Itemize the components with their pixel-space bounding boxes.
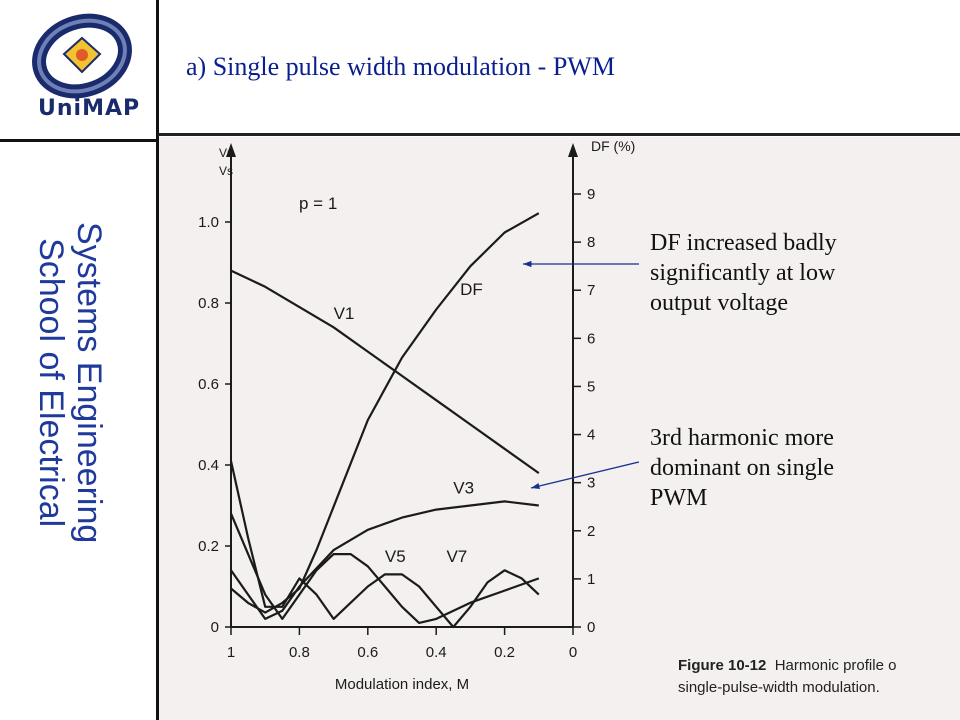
- series-line-v7: [229, 460, 540, 629]
- harmonic-annotation-arrow-head-icon: [531, 483, 540, 490]
- series-line-v1: [230, 269, 540, 474]
- harmonic-annotation-line: 3rd harmonic more: [650, 425, 834, 451]
- sidebar-border: [156, 0, 159, 720]
- title-underline: [158, 133, 960, 136]
- logo-text: UniMAP: [38, 96, 141, 121]
- left-axis-arrow-icon: [226, 143, 236, 157]
- harmonic-annotation-line: dominant on single: [650, 455, 834, 481]
- x-tick-label: 0.6: [357, 644, 378, 661]
- unimap-logo-icon: [32, 13, 132, 99]
- left-axis-title: Vn: [219, 146, 234, 160]
- df-annotation: DF increased badly significantly at low …: [650, 228, 837, 318]
- harmonic-annotation-arrow: [530, 461, 640, 489]
- right-tick-label: 1: [587, 571, 595, 588]
- x-tick-label: 0: [569, 644, 577, 661]
- right-tick-label: 2: [587, 523, 595, 540]
- chart-series: [229, 212, 540, 629]
- df-annotation-line: DF increased badly: [650, 230, 837, 256]
- right-tick-label: 4: [587, 427, 595, 444]
- caption-text-2: single-pulse-width modulation.: [678, 679, 880, 696]
- harmonic-annotation-line: PWM: [650, 485, 708, 511]
- df-annotation-line: output voltage: [650, 290, 788, 316]
- harmonic-annotation: 3rd harmonic more dominant on single PWM: [650, 423, 834, 513]
- left-tick-label: 1.0: [198, 214, 219, 231]
- df-annotation-line: significantly at low: [650, 260, 836, 286]
- series-label-v5: V5: [385, 547, 406, 566]
- school-name: Systems Engineering School of Electrical: [32, 222, 108, 543]
- chart-axes: [225, 143, 581, 635]
- left-tick-label: 0: [211, 619, 219, 636]
- left-tick-label: 0.6: [198, 376, 219, 393]
- left-tick-label: 0.8: [198, 295, 219, 312]
- slide-title: a) Single pulse width modulation - PWM: [186, 52, 615, 81]
- right-tick-label: 6: [587, 330, 595, 347]
- left-axis-title: Vs: [219, 164, 233, 178]
- caption-label: Figure 10-12: [678, 657, 767, 674]
- left-tick-label: 0.2: [198, 538, 219, 555]
- series-label-v7: V7: [446, 547, 467, 566]
- right-tick-label: 3: [587, 475, 595, 492]
- df-annotation-arrow-head-icon: [523, 260, 532, 268]
- x-tick-label: 0.8: [289, 644, 310, 661]
- right-axis-arrow-icon: [568, 143, 578, 157]
- series-label-v1: V1: [334, 304, 355, 323]
- series-line-df: [230, 212, 540, 614]
- chart-title: p = 1: [299, 194, 337, 213]
- series-label-v3: V3: [453, 478, 474, 497]
- x-tick-label: 0.4: [426, 644, 447, 661]
- scanned-figure: 0 0.2 0.4 0.6 0.8 1.0 0 1 2 3 4 5 6 7 8 9 1 0.8 0.6 0.4 0.2 0…: [159, 137, 960, 720]
- right-tick-label: 8: [587, 234, 595, 251]
- caption-text-1: Harmonic profile o: [774, 657, 897, 674]
- school-line-2: School of Electrical: [32, 238, 70, 528]
- right-tick-label: 5: [587, 378, 595, 395]
- x-axis-title: Modulation index, M: [335, 676, 469, 693]
- right-tick-label: 7: [587, 282, 595, 299]
- figure-caption: Figure 10-12 Harmonic profile o single-p…: [678, 655, 896, 699]
- series-line-v3: [230, 500, 539, 620]
- right-axis-title: DF (%): [591, 138, 635, 154]
- x-tick-label: 0.2: [494, 644, 515, 661]
- left-tick-label: 0.4: [198, 457, 219, 474]
- sidebar: UniMAP Systems Engineering School of Ele…: [0, 0, 158, 720]
- right-tick-label: 9: [587, 186, 595, 203]
- right-tick-label: 0: [587, 619, 595, 636]
- school-line-1: Systems Engineering: [70, 222, 108, 544]
- sidebar-divider: [0, 139, 158, 142]
- x-tick-label: 1: [227, 644, 235, 661]
- series-label-df: DF: [460, 280, 483, 299]
